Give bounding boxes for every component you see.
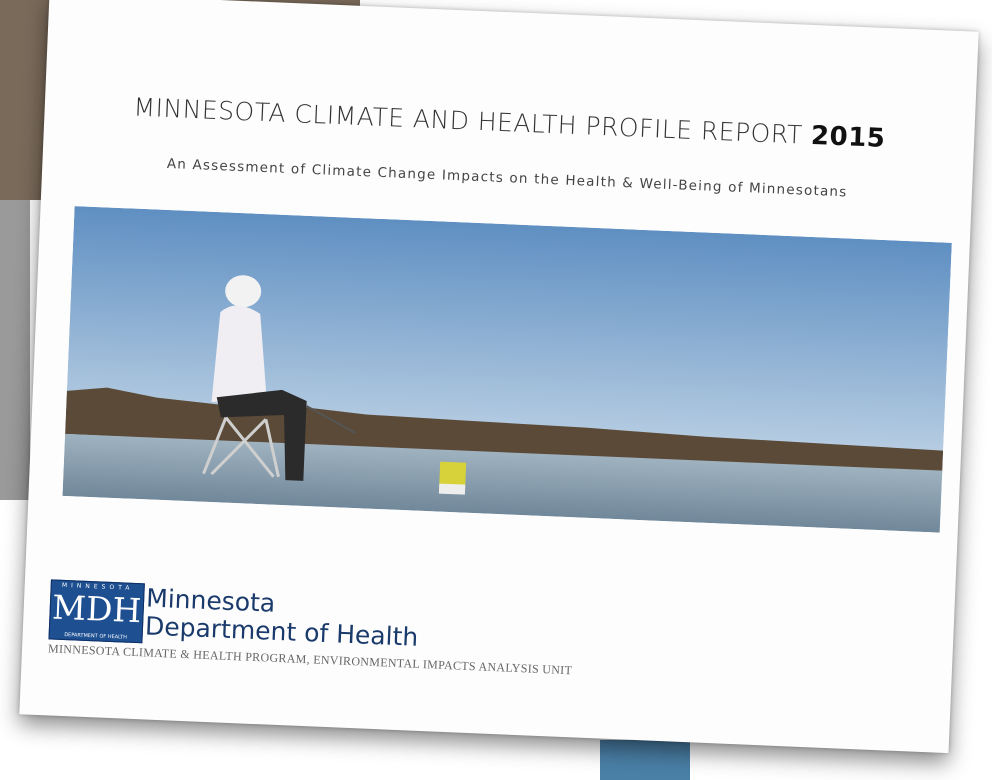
bucket — [439, 462, 466, 495]
subtitle: An Assessment of Climate Change Impacts … — [42, 151, 972, 206]
back-page-edge — [0, 200, 30, 500]
logo-bottom: DEPARTMENT OF HEALTH — [50, 631, 142, 641]
screen: {"header": {"title": "MINNESOTA CLIMATE … — [0, 0, 992, 780]
title: MINNESOTA CLIMATE AND HEALTH PROFILE REP… — [44, 89, 974, 158]
title-text: MINNESOTA CLIMATE AND HEALTH PROFILE REP… — [133, 92, 803, 149]
agency-name: Department of Health — [144, 611, 418, 651]
back-tab — [600, 740, 690, 780]
mdh-logo: MINNESOTA MDH DEPARTMENT OF HEALTH — [48, 579, 144, 643]
report-cover: MINNESOTA CLIMATE AND HEALTH PROFILE REP… — [19, 0, 978, 753]
title-year: 2015 — [810, 121, 886, 154]
logo-mark: MDH — [50, 588, 144, 630]
cover-photo — [62, 206, 951, 533]
